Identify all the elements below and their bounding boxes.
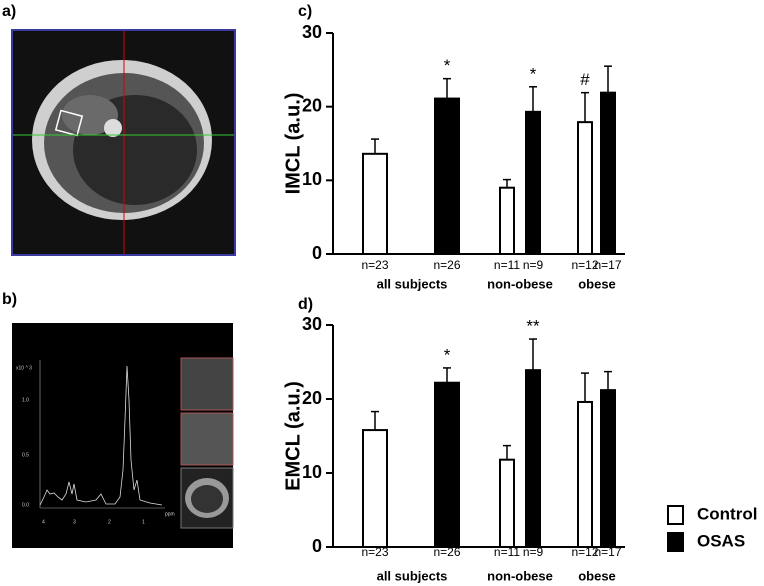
bar	[499, 458, 515, 548]
category-label: non-obese	[487, 276, 553, 291]
spectrum-text: 0.0	[22, 502, 29, 508]
bar	[600, 389, 616, 548]
bar	[525, 369, 541, 549]
y-tick-label: 0	[312, 243, 322, 263]
significance-mark: *	[444, 345, 451, 364]
n-label: n=17	[594, 258, 621, 272]
bar	[362, 152, 388, 256]
n-label: n=12	[571, 258, 598, 272]
y-axis-label: EMCL (a.u.)	[282, 381, 304, 491]
bar	[434, 381, 460, 548]
y-axis-label: IMCL (a.u.)	[282, 93, 304, 195]
panel-label: b)	[2, 291, 17, 308]
n-label: n=9	[523, 545, 544, 559]
significance-mark: *	[530, 64, 537, 83]
n-label: n=9	[523, 258, 544, 272]
spectrum-text: 4	[42, 519, 45, 525]
significance-mark: *	[444, 56, 451, 75]
category-label: non-obese	[487, 568, 553, 583]
panel-label: d)	[298, 296, 313, 313]
significance-mark: **	[526, 317, 540, 336]
n-label: n=23	[361, 258, 388, 272]
n-label: n=17	[594, 545, 621, 559]
y-tick-label: 30	[302, 22, 322, 42]
bar	[362, 429, 388, 548]
bar	[434, 97, 460, 255]
category-label: all subjects	[377, 568, 448, 583]
n-label: n=26	[433, 545, 460, 559]
bar	[525, 110, 541, 255]
n-label: n=11	[494, 258, 520, 272]
n-label: n=11	[494, 545, 520, 559]
spectrum-text: x10 ^ 3	[16, 365, 32, 371]
spectrum-text: 0.5	[22, 452, 29, 458]
spectrum-text: 3	[73, 519, 76, 525]
y-tick-label: 10	[302, 169, 322, 189]
panel-label: c)	[298, 3, 312, 20]
spectrum-text: 2	[108, 519, 111, 525]
bar	[499, 186, 515, 255]
n-label: n=26	[433, 258, 460, 272]
y-tick-label: 20	[302, 388, 322, 408]
legend-swatch	[667, 505, 684, 525]
n-label: n=23	[361, 545, 388, 559]
legend-label: Control	[697, 504, 757, 523]
y-tick-label: 10	[302, 462, 322, 482]
y-tick-label: 30	[302, 314, 322, 334]
significance-mark: #	[580, 70, 590, 89]
category-label: all subjects	[377, 276, 448, 291]
legend-swatch	[667, 532, 684, 552]
n-label: n=12	[571, 545, 598, 559]
y-tick-label: 0	[312, 536, 322, 556]
spectrum-text: 1	[142, 519, 145, 525]
panel-label: a)	[2, 3, 16, 20]
spectrum-text: ppm	[165, 511, 175, 517]
spectrum-image	[12, 323, 234, 548]
legend-label: OSAS	[697, 531, 745, 550]
y-tick-label: 20	[302, 95, 322, 115]
category-label: obese	[578, 276, 616, 291]
bar	[577, 400, 593, 548]
bar	[577, 121, 593, 255]
mri-image	[11, 29, 236, 256]
bar	[600, 91, 616, 255]
spectrum-text: 1.0	[22, 397, 29, 403]
category-label: obese	[578, 568, 616, 583]
